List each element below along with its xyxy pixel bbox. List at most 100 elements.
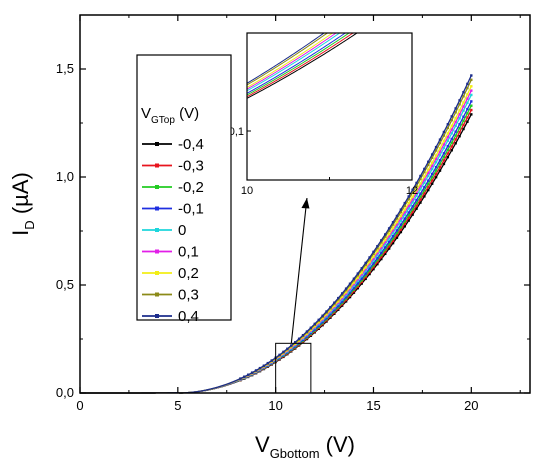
series-marker	[395, 231, 399, 235]
series-marker	[348, 284, 352, 287]
series-marker	[254, 369, 258, 372]
series-marker	[430, 176, 434, 179]
series-marker	[462, 90, 465, 94]
series-marker	[419, 198, 422, 201]
series-marker	[368, 271, 371, 274]
series-marker	[376, 246, 379, 250]
series-marker	[427, 182, 430, 186]
legend-swatch-marker	[155, 314, 159, 318]
zoom-arrow-line	[290, 197, 308, 344]
series-marker	[399, 228, 403, 231]
legend-label: 0,1	[178, 244, 199, 261]
series-marker	[344, 288, 348, 292]
series-marker	[368, 272, 371, 276]
series-marker	[380, 257, 383, 261]
series-marker	[313, 322, 316, 326]
series-marker	[466, 120, 469, 123]
series-marker	[348, 292, 352, 296]
series-marker	[313, 328, 316, 331]
series-marker	[391, 237, 395, 240]
series-marker	[340, 301, 344, 305]
series-marker	[286, 347, 289, 350]
series-marker	[364, 272, 367, 275]
series-marker	[450, 115, 453, 118]
series-marker	[430, 156, 434, 159]
series-marker	[442, 159, 446, 162]
series-marker	[442, 134, 446, 137]
series-marker	[438, 162, 442, 165]
x-tick-label: 20	[464, 398, 478, 413]
series-marker	[384, 248, 387, 251]
series-marker	[438, 138, 442, 141]
zoom-arrow-head	[301, 198, 310, 209]
series-marker	[352, 288, 356, 291]
series-marker	[262, 364, 266, 367]
series-marker	[250, 371, 254, 374]
series-marker	[415, 201, 418, 205]
main-plot: 0 5 10 15 20 0,0 0,5 1,0 1,5 VGbottom (V) ID (µA)	[8, 14, 531, 461]
series-marker	[348, 282, 352, 285]
legend-item-4: 0	[142, 222, 186, 239]
series-marker	[352, 279, 356, 282]
series-marker	[387, 229, 391, 232]
series-marker	[419, 177, 422, 181]
series-marker	[372, 252, 375, 255]
series-marker	[325, 316, 328, 320]
series-marker	[470, 113, 473, 116]
series-marker	[360, 273, 363, 276]
series-marker	[395, 236, 399, 239]
series-marker	[442, 146, 446, 150]
y-tick-label: 0,5	[56, 277, 74, 292]
series-marker	[337, 301, 340, 304]
series-marker	[470, 93, 473, 97]
series-marker	[344, 292, 348, 295]
series-marker	[352, 277, 356, 280]
series-marker	[415, 188, 418, 192]
series-marker	[356, 276, 360, 279]
series-marker	[454, 138, 457, 141]
series-marker	[427, 174, 430, 178]
inset-series-line-5	[247, 33, 337, 90]
series-marker	[462, 119, 465, 123]
zoom-box	[275, 342, 312, 394]
series-marker	[442, 143, 446, 146]
series-marker	[352, 284, 356, 287]
inset-plot: 10 12 0,1	[229, 32, 418, 197]
series-marker	[407, 207, 410, 210]
series-marker	[372, 250, 375, 254]
series-marker	[466, 86, 469, 90]
series-marker	[395, 217, 399, 220]
series-marker	[321, 317, 324, 320]
inset-series-line-3	[247, 33, 347, 94]
series-marker	[391, 221, 395, 224]
series-marker	[333, 308, 336, 312]
series-marker	[427, 179, 430, 182]
series-marker	[360, 268, 363, 272]
series-marker	[454, 142, 457, 145]
series-marker	[356, 272, 360, 275]
series-marker	[313, 325, 316, 328]
series-marker	[384, 235, 387, 238]
series-marker	[352, 286, 356, 290]
series-marker	[427, 171, 430, 174]
series-marker	[466, 107, 469, 111]
legend-swatch-marker	[155, 228, 159, 232]
series-marker	[415, 198, 418, 202]
series-marker	[458, 103, 461, 106]
series-marker	[356, 285, 360, 288]
series-marker	[309, 331, 313, 335]
series-marker	[340, 298, 344, 301]
series-marker	[340, 293, 344, 296]
series-marker	[462, 109, 465, 112]
series-marker	[399, 208, 403, 211]
series-marker	[466, 97, 469, 100]
series-marker	[434, 160, 438, 164]
series-marker	[454, 120, 457, 124]
series-marker	[337, 305, 340, 309]
series-marker	[333, 310, 336, 313]
series-marker	[450, 145, 453, 148]
series-marker	[434, 169, 438, 172]
series-marker	[368, 258, 371, 261]
series-marker	[450, 132, 453, 135]
